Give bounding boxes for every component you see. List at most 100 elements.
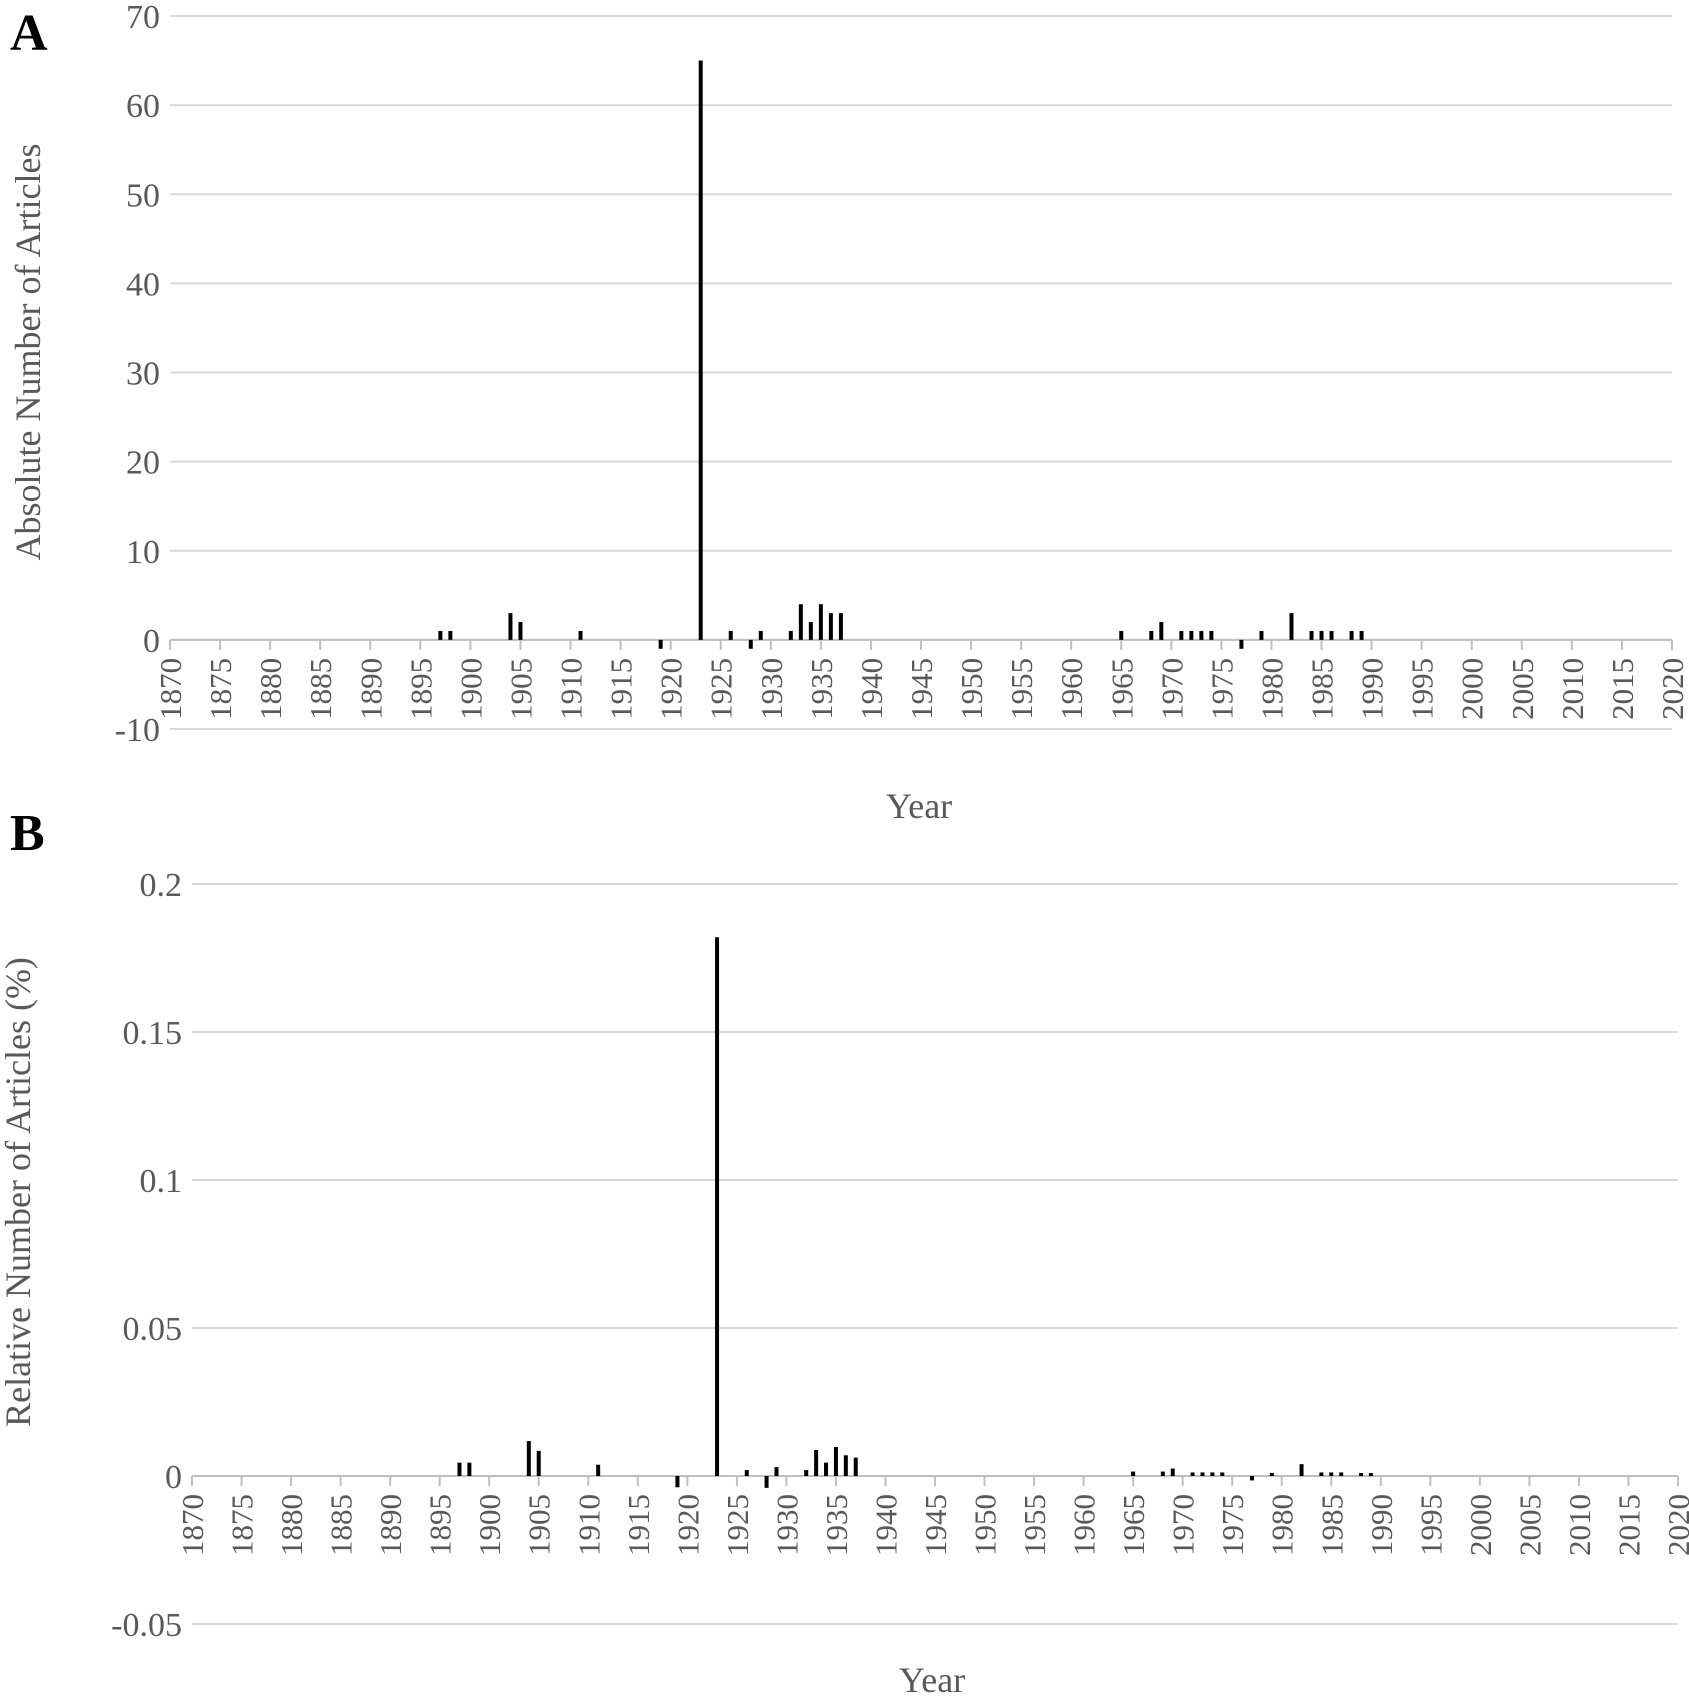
bar (658, 639, 663, 649)
bar (774, 1467, 779, 1476)
y-tick-label: 0.15 (123, 1015, 183, 1052)
bar (1149, 630, 1154, 640)
x-tick-label: 1990 (1364, 1494, 1399, 1556)
x-tick-label: 1975 (1204, 658, 1239, 720)
bar (758, 630, 763, 640)
x-tick-label: 1925 (704, 658, 739, 720)
x-tick-label: 1940 (868, 1494, 903, 1556)
bar (1209, 630, 1214, 640)
y-tick-label: 0 (165, 1459, 182, 1496)
bar (457, 1462, 462, 1476)
bar (596, 1464, 601, 1476)
bar (1220, 1472, 1225, 1476)
x-tick-label: 2010 (1555, 658, 1590, 720)
bar (1210, 1472, 1215, 1476)
bar (1131, 1471, 1136, 1476)
bar (1119, 630, 1124, 640)
x-tick-label: 1950 (954, 658, 989, 720)
x-tick-label: 1905 (503, 658, 538, 720)
panel-a-x-axis (169, 638, 1673, 650)
bar (698, 60, 703, 640)
bar (715, 937, 720, 1476)
y-tick-label: 50 (126, 177, 160, 214)
x-tick-label: 1920 (654, 658, 689, 720)
x-tick-label: 1900 (472, 1494, 507, 1556)
bar (853, 1457, 858, 1476)
bar (508, 613, 513, 640)
bar (728, 630, 733, 640)
x-tick-label: 1955 (1004, 658, 1039, 720)
bar (1299, 1464, 1304, 1476)
panel-a-y-axis-label: Absolute Number of Articles (8, 144, 48, 561)
x-tick-label: 2020 (1655, 658, 1689, 720)
x-tick-label: 1885 (324, 1494, 359, 1556)
bar (818, 604, 823, 640)
x-tick-label: 1985 (1314, 1494, 1349, 1556)
y-tick-label: -10 (115, 712, 160, 749)
panel-a-y-tick-labels: -10 0 10 20 30 40 50 60 70 (115, 0, 160, 749)
x-tick-label: 1960 (1054, 658, 1089, 720)
bar (448, 630, 453, 640)
x-tick-label: 1980 (1254, 658, 1289, 720)
x-tick-label: 1930 (769, 1494, 804, 1556)
x-tick-label: 2015 (1611, 1494, 1646, 1556)
y-tick-label: 40 (126, 266, 160, 303)
x-tick-label: 2000 (1463, 1494, 1498, 1556)
bar (1368, 1473, 1373, 1476)
bar (744, 1470, 749, 1476)
bar (804, 1470, 809, 1476)
x-tick-label: 1930 (754, 658, 789, 720)
panel-a-gridlines (170, 15, 1672, 730)
y-tick-label: 0.05 (123, 1311, 183, 1348)
bar (828, 613, 833, 640)
bar (1159, 622, 1164, 640)
y-tick-label: 30 (126, 356, 160, 393)
bar (833, 1446, 838, 1476)
x-tick-label: 1890 (353, 658, 388, 720)
bar (1289, 613, 1294, 640)
x-tick-label: 2010 (1562, 1494, 1597, 1556)
bar (814, 1449, 819, 1476)
panel-a-bars (438, 60, 1364, 649)
bar (798, 604, 803, 640)
x-tick-label: 1970 (1154, 658, 1189, 720)
panel-a-letter: A (10, 5, 48, 62)
panel-b-x-axis (191, 1475, 1679, 1486)
x-tick-label: 1990 (1355, 658, 1390, 720)
x-tick-label: 1895 (403, 658, 438, 720)
bar (1200, 1472, 1205, 1476)
bar (788, 630, 793, 640)
bar (1239, 639, 1244, 649)
y-tick-label: 0 (143, 623, 160, 660)
x-tick-label: 1880 (274, 1494, 309, 1556)
bar (467, 1462, 472, 1476)
x-tick-label: 1970 (1166, 1494, 1201, 1556)
bar (1309, 630, 1314, 640)
y-tick-label: 60 (126, 88, 160, 125)
bar (1160, 1471, 1165, 1476)
y-tick-label: -0.05 (111, 1607, 182, 1644)
bar (526, 1441, 531, 1476)
bar (1339, 1472, 1344, 1476)
x-tick-label: 1920 (670, 1494, 705, 1556)
x-tick-label: 1985 (1305, 658, 1340, 720)
bar (1358, 1473, 1363, 1476)
bar (1329, 630, 1334, 640)
bar (808, 622, 813, 640)
x-tick-label: 1870 (175, 1494, 210, 1556)
x-tick-label: 1975 (1215, 1494, 1250, 1556)
bar (748, 639, 753, 649)
panel-b-y-axis-label: Relative Number of Articles (%) (0, 957, 38, 1427)
x-tick-label: 1915 (621, 1494, 656, 1556)
x-tick-label: 1945 (918, 1494, 953, 1556)
x-tick-label: 2015 (1605, 658, 1640, 720)
panel-b-bars (457, 937, 1373, 1488)
y-tick-label: 0.1 (140, 1163, 183, 1200)
bar (1250, 1476, 1255, 1481)
x-tick-label: 1895 (423, 1494, 458, 1556)
panel-a: A -10 0 10 20 30 40 50 60 70 1870 1875 1880 1885 189… (8, 0, 1689, 826)
x-tick-label: 1885 (303, 658, 338, 720)
x-tick-label: 1900 (453, 658, 488, 720)
